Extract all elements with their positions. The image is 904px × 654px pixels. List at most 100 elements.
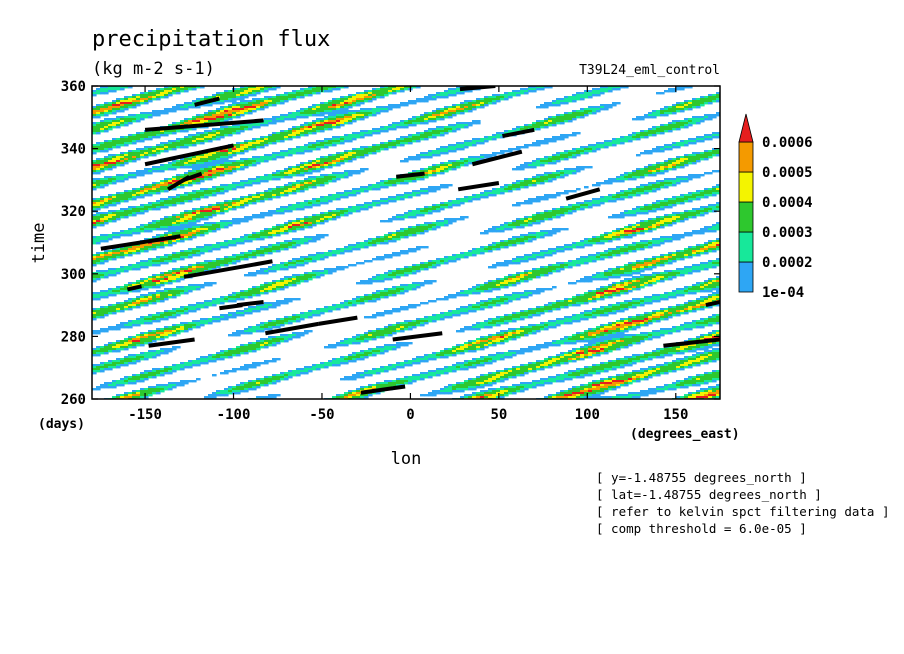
field-cell	[148, 190, 153, 193]
field-cell	[420, 226, 425, 229]
field-cell	[456, 204, 461, 207]
field-cell	[408, 156, 413, 159]
field-cell	[424, 112, 429, 115]
field-cell	[220, 190, 225, 193]
field-cell	[344, 102, 349, 105]
field-cell	[548, 120, 553, 123]
field-cell	[696, 136, 701, 139]
field-cell	[656, 162, 661, 165]
field-cell	[176, 218, 181, 221]
field-cell	[420, 224, 425, 227]
field-cell	[348, 104, 353, 107]
field-cell	[416, 118, 421, 121]
field-cell	[264, 124, 269, 127]
field-cell	[644, 210, 649, 213]
field-cell	[376, 92, 381, 95]
field-cell	[352, 118, 357, 121]
field-cell	[368, 146, 373, 149]
field-cell	[448, 130, 453, 133]
field-cell	[696, 156, 701, 159]
field-cell	[220, 222, 225, 225]
field-cell	[108, 104, 113, 107]
field-cell	[192, 86, 197, 89]
field-cell	[252, 182, 257, 185]
field-cell	[280, 96, 285, 99]
field-cell	[132, 210, 137, 213]
field-cell	[336, 158, 341, 161]
field-cell	[500, 188, 505, 191]
field-cell	[148, 136, 153, 139]
field-cell	[520, 224, 525, 227]
field-cell	[268, 102, 273, 105]
field-cell	[136, 150, 141, 153]
field-cell	[388, 180, 393, 183]
field-cell	[444, 146, 449, 149]
field-cell	[116, 154, 121, 157]
field-cell	[408, 122, 413, 125]
field-cell	[556, 208, 561, 211]
field-cell	[180, 122, 185, 125]
field-cell	[652, 164, 657, 167]
field-cell	[640, 222, 645, 225]
field-cell	[96, 180, 101, 183]
field-cell	[228, 162, 233, 165]
field-cell	[652, 132, 657, 135]
field-cell	[276, 132, 281, 135]
field-cell	[448, 128, 453, 131]
field-cell	[204, 192, 209, 195]
field-cell	[340, 112, 345, 115]
field-cell	[612, 142, 617, 145]
field-cell	[156, 132, 161, 135]
field-cell	[192, 100, 197, 103]
field-cell	[328, 142, 333, 145]
field-cell	[472, 144, 477, 147]
field-cell	[120, 158, 125, 161]
field-cell	[652, 148, 657, 151]
field-cell	[520, 90, 525, 93]
field-cell	[688, 196, 693, 199]
field-cell	[452, 130, 457, 133]
field-cell	[136, 158, 141, 161]
field-cell	[284, 98, 289, 101]
field-cell	[596, 198, 601, 201]
field-cell	[704, 134, 709, 137]
field-cell	[144, 96, 149, 99]
field-cell	[668, 202, 673, 205]
field-cell	[184, 224, 189, 227]
field-cell	[104, 220, 109, 223]
field-cell	[288, 182, 293, 185]
field-cell	[284, 222, 289, 225]
field-cell	[420, 192, 425, 195]
field-cell	[540, 164, 545, 167]
field-cell	[208, 102, 213, 105]
field-cell	[536, 180, 541, 183]
field-cell	[396, 182, 401, 185]
field-cell	[276, 154, 281, 157]
field-cell	[692, 152, 697, 155]
field-cell	[276, 194, 281, 197]
field-cell	[452, 200, 457, 203]
field-cell	[516, 186, 521, 189]
field-cell	[416, 154, 421, 157]
field-cell	[264, 174, 269, 177]
field-cell	[132, 104, 137, 107]
field-cell	[284, 174, 289, 177]
field-cell	[440, 172, 445, 175]
field-cell	[412, 124, 417, 127]
field-cell	[292, 148, 297, 151]
field-cell	[688, 210, 693, 213]
field-cell	[528, 218, 533, 221]
field-cell	[628, 176, 633, 179]
field-cell	[452, 166, 457, 169]
field-cell	[556, 172, 561, 175]
field-cell	[140, 226, 145, 229]
field-cell	[464, 196, 469, 199]
field-cell	[108, 108, 113, 111]
field-cell	[288, 210, 293, 213]
field-cell	[688, 160, 693, 163]
field-cell	[344, 172, 349, 175]
field-cell	[708, 114, 713, 117]
field-cell	[648, 224, 653, 227]
field-cell	[116, 104, 121, 107]
field-cell	[104, 180, 109, 183]
